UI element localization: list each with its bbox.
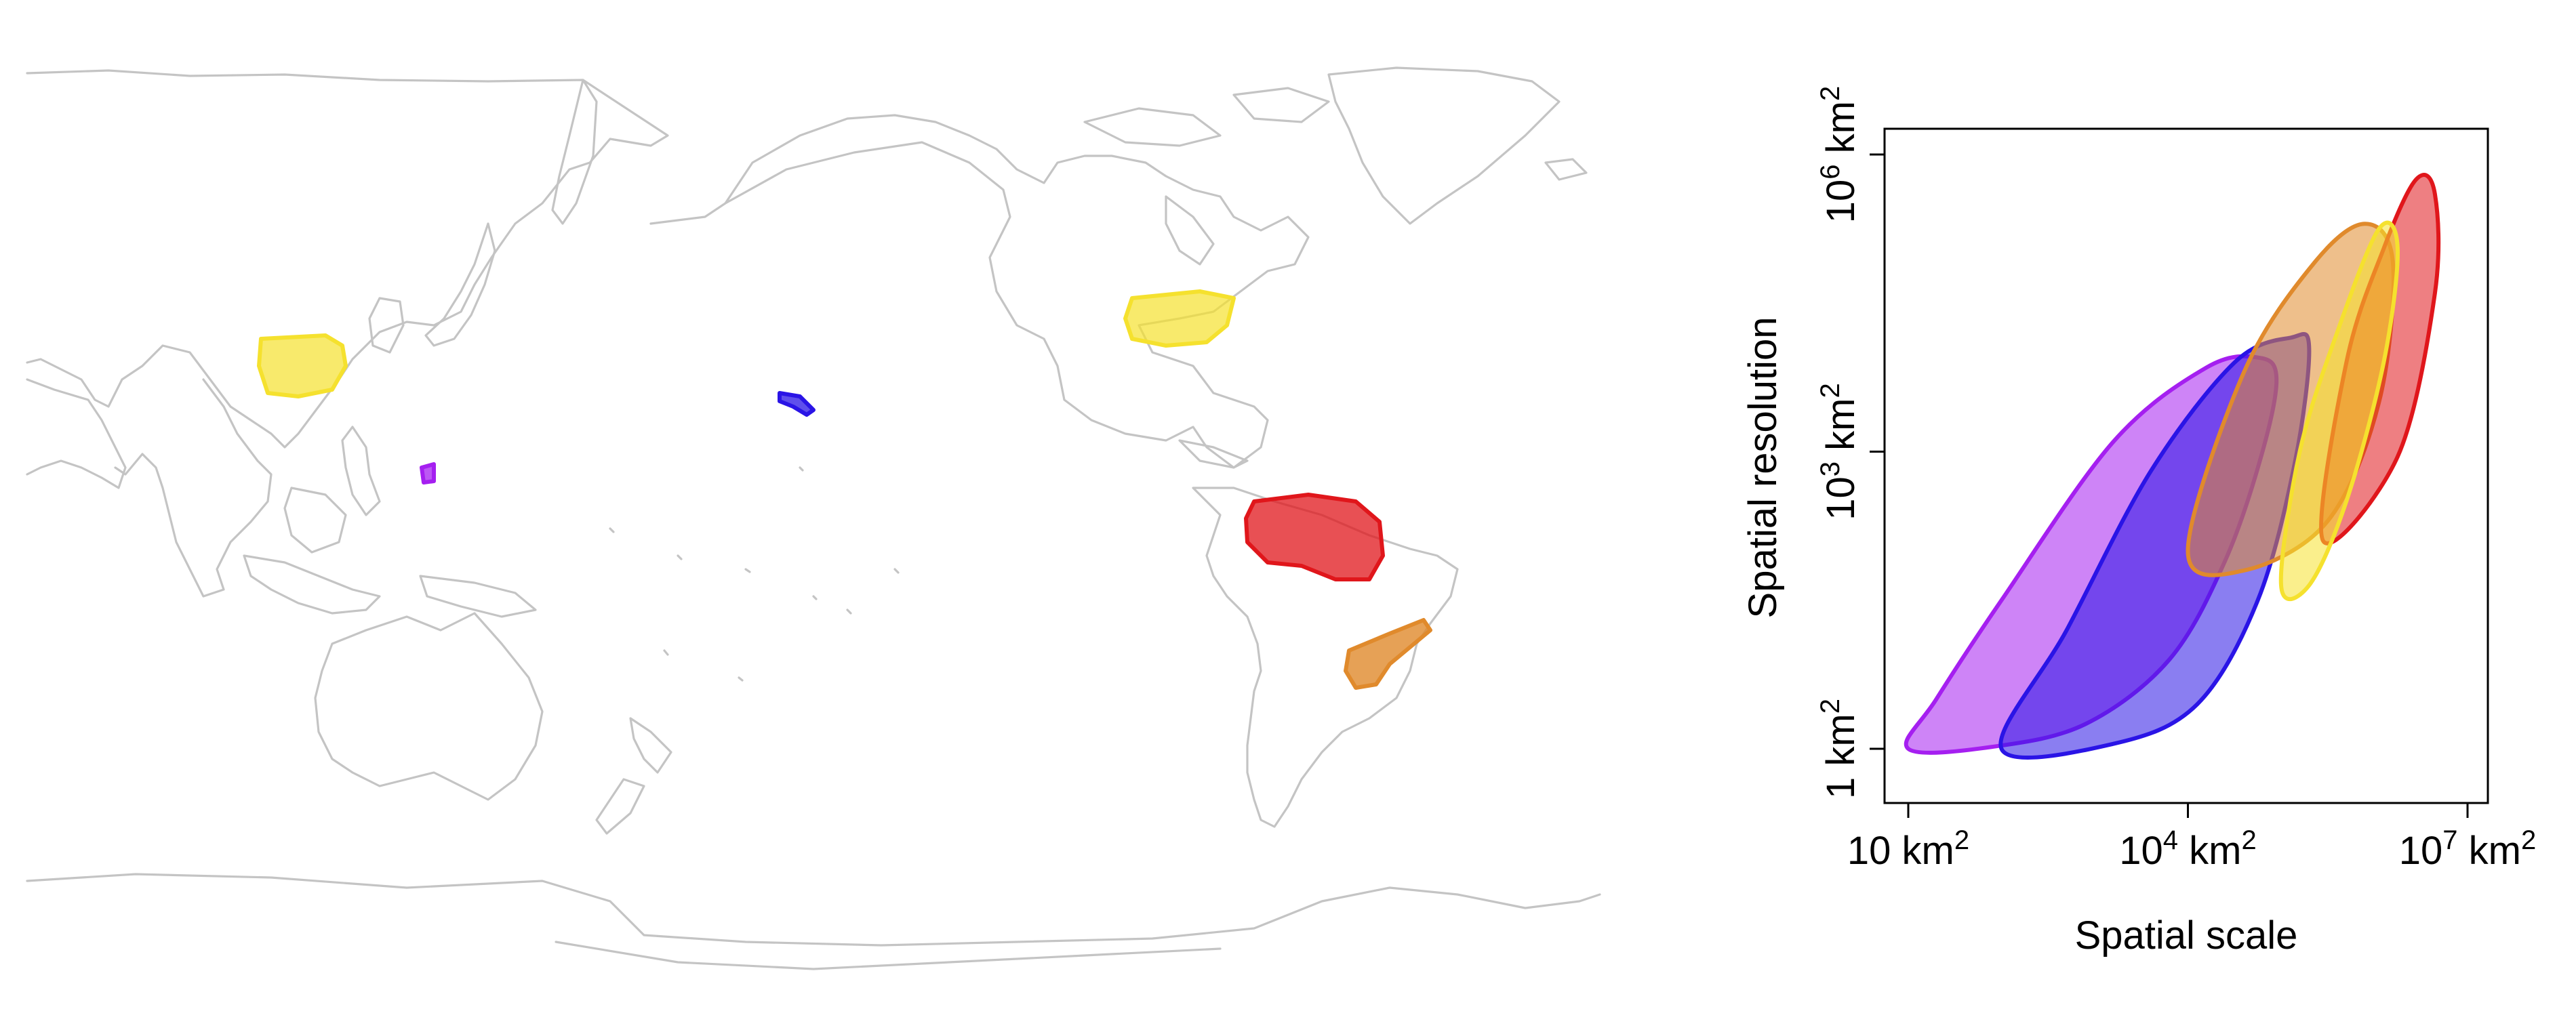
x-axis-title: Spatial scale (2075, 913, 2298, 957)
y-axis: 1 km2 103 km2 106 km2 (1815, 86, 1886, 799)
x-tick-label: 107 km2 (2399, 825, 2536, 873)
x-tick-label: 10 km2 (1847, 825, 1969, 873)
coast-hudson-bay (1165, 195, 1215, 266)
coast-antarctica-2 (555, 941, 1222, 970)
coast-new-zealand (595, 717, 672, 835)
region-hawaii (778, 391, 816, 417)
coast-korea (368, 297, 405, 354)
coast-indonesia (243, 554, 381, 615)
region-se-brazil (1344, 618, 1432, 690)
coast-pacific-islands (609, 466, 900, 682)
coast-new-guinea (419, 575, 537, 618)
region-philippine-sea (420, 462, 436, 485)
coast-india (26, 378, 127, 489)
coast-indochina (114, 378, 273, 598)
coast-alaska-islands (649, 202, 727, 225)
coast-philippines (341, 426, 381, 516)
coast-greenland (1327, 66, 1561, 225)
coast-antarctica (26, 873, 1601, 947)
coast-iceland (1544, 158, 1588, 181)
coast-borneo (283, 487, 347, 554)
x-axis: 10 km2 104 km2 107 km2 (1847, 802, 2536, 873)
coast-kamchatka (551, 79, 598, 225)
x-tick-label: 104 km2 (2119, 825, 2256, 873)
coast-cuba (1178, 439, 1249, 469)
y-tick-label: 106 km2 (1815, 86, 1863, 223)
coast-east-asia (26, 69, 669, 449)
coast-south-america (1192, 487, 1459, 828)
coast-japan (424, 222, 496, 347)
region-china (257, 333, 348, 398)
coast-arctic-islands (1083, 87, 1330, 147)
region-eastern-us (1123, 289, 1236, 348)
region-overlays (257, 289, 1432, 690)
y-tick-label: 1 km2 (1815, 699, 1863, 799)
y-axis-title: Spatial resolution (1741, 317, 1785, 619)
y-tick-label: 103 km2 (1815, 383, 1863, 520)
series-area-yellow (2278, 220, 2400, 601)
series-layer (1904, 173, 2441, 760)
region-amazon (1244, 493, 1385, 581)
coast-australia (314, 612, 544, 801)
